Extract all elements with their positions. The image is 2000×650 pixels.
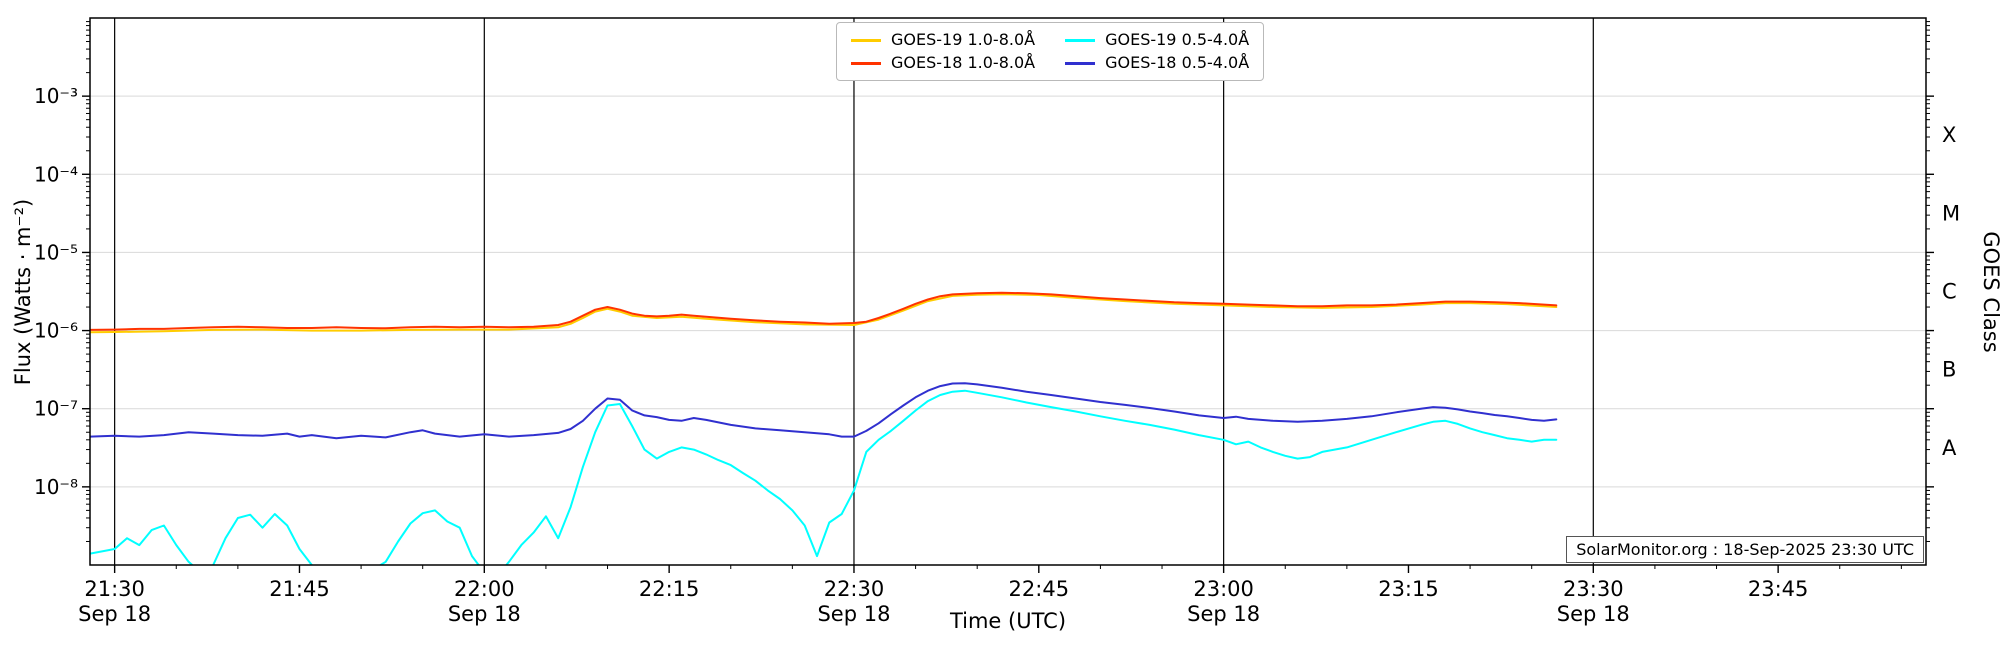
legend-label: GOES-19 1.0-8.0Å	[891, 30, 1036, 49]
legend-swatch	[851, 38, 881, 42]
x-tick-date-label: Sep 18	[1557, 602, 1630, 626]
legend-item: GOES-19 0.5-4.0Å	[1065, 31, 1249, 49]
goes-class-letter: X	[1942, 123, 1956, 147]
x-tick-label: 23:00	[1193, 577, 1254, 601]
x-tick-label: 21:45	[269, 577, 330, 601]
x-tick-label: 22:30	[824, 577, 885, 601]
series-line	[90, 389, 1558, 565]
legend-label: GOES-19 0.5-4.0Å	[1105, 30, 1250, 49]
x-tick-label: 22:15	[639, 577, 700, 601]
y-tick-label: 10⁻⁷	[34, 397, 78, 421]
legend-item: GOES-19 1.0-8.0Å	[851, 31, 1035, 49]
x-axis-label: Time (UTC)	[949, 609, 1066, 633]
legend-item: GOES-18 0.5-4.0Å	[1065, 54, 1249, 72]
series-line	[90, 382, 1558, 440]
x-tick-date-label: Sep 18	[1187, 602, 1260, 626]
y-tick-label: 10⁻⁴	[34, 162, 78, 186]
goes-class-letter: B	[1942, 358, 1956, 382]
y-tick-label: 10⁻⁸	[34, 475, 78, 499]
x-tick-label: 23:45	[1748, 577, 1809, 601]
plot-frame	[89, 17, 1927, 566]
goes-class-letter: A	[1942, 436, 1957, 460]
x-tick-date-label: Sep 18	[817, 602, 890, 626]
y-tick-label: 10⁻⁶	[34, 319, 78, 343]
series-line	[90, 293, 1558, 334]
goes-class-letter: C	[1942, 280, 1957, 304]
y-axis-label: Flux (Watts · m⁻²)	[11, 199, 35, 385]
x-tick-date-label: Sep 18	[448, 602, 521, 626]
y-tick-label: 10⁻⁵	[34, 240, 78, 264]
right-axis-label: GOES Class	[1979, 231, 2000, 352]
x-tick-label: 21:30	[84, 577, 145, 601]
legend-item: GOES-18 1.0-8.0Å	[851, 54, 1035, 72]
y-tick-label: 10⁻³	[34, 84, 78, 108]
legend-label: GOES-18 0.5-4.0Å	[1105, 53, 1250, 72]
goes-class-letter: M	[1942, 201, 1960, 225]
legend-swatch	[851, 61, 881, 65]
watermark-annotation: SolarMonitor.org : 18-Sep-2025 23:30 UTC	[1566, 536, 1924, 563]
x-tick-date-label: Sep 18	[78, 602, 151, 626]
x-tick-label: 23:30	[1563, 577, 1624, 601]
series-line	[90, 291, 1558, 331]
legend-label: GOES-18 1.0-8.0Å	[891, 53, 1036, 72]
x-tick-label: 22:00	[454, 577, 515, 601]
legend-swatch	[1065, 38, 1096, 42]
legend-swatch	[1065, 61, 1096, 65]
x-tick-label: 23:15	[1378, 577, 1439, 601]
x-tick-label: 22:45	[1009, 577, 1070, 601]
legend: GOES-19 1.0-8.0Å GOES-18 1.0-8.0Å GOES-19 …	[836, 22, 1265, 81]
